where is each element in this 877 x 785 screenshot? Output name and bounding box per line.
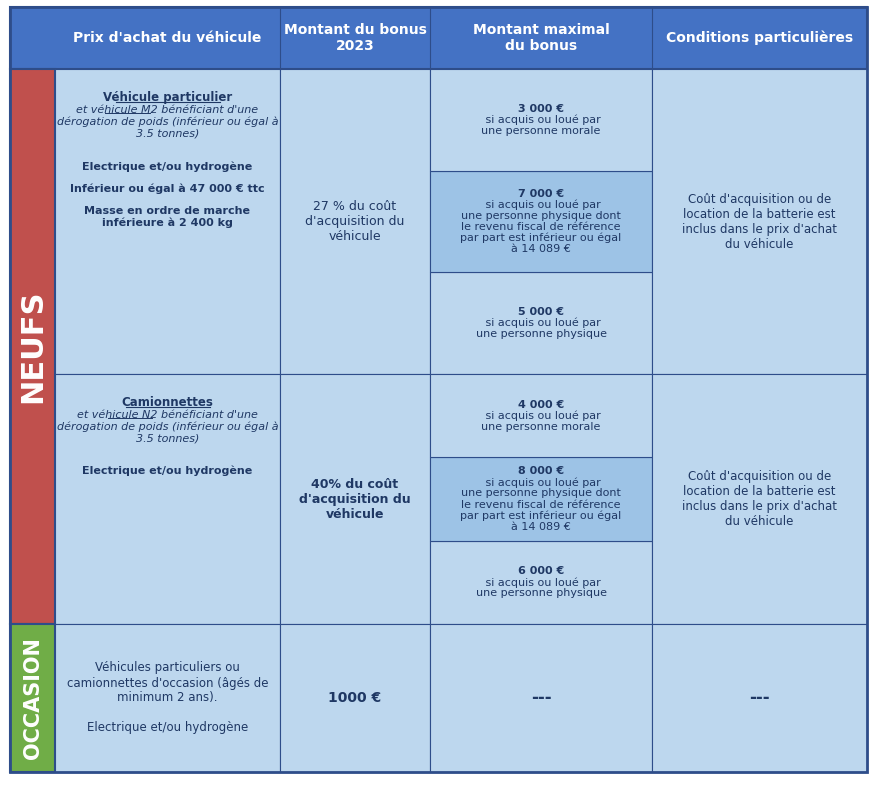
Text: Véhicule particulier: Véhicule particulier [103, 91, 232, 104]
Text: et véhicule M2 bénéficiant d'une
dérogation de poids (inférieur ou égal à
3.5 to: et véhicule M2 bénéficiant d'une dérogat… [57, 105, 278, 139]
Text: OCCASION: OCCASION [23, 637, 42, 759]
Text: 4 000 €: 4 000 € [518, 400, 564, 410]
Text: ---: --- [531, 689, 552, 707]
Text: 8 000 €: 8 000 € [518, 466, 564, 476]
Bar [652, 624, 867, 772]
Bar [652, 69, 867, 374]
Text: 40% du coût
d'acquisition du
véhicule: 40% du coût d'acquisition du véhicule [299, 477, 410, 520]
Text: Electrique et/ou hydrogène: Electrique et/ou hydrogène [82, 466, 253, 476]
Bar [280, 69, 430, 374]
Text: 6 000 €: 6 000 € [518, 566, 564, 576]
Text: Coût d'acquisition ou de
location de la batterie est
inclus dans le prix d'achat: Coût d'acquisition ou de location de la … [682, 470, 837, 528]
Text: ---: --- [749, 689, 770, 707]
Text: Montant maximal
du bonus: Montant maximal du bonus [473, 23, 610, 53]
Bar [430, 374, 652, 458]
Text: à 14 089 €: à 14 089 € [511, 244, 571, 254]
Text: le revenu fiscal de référence: le revenu fiscal de référence [461, 499, 621, 509]
Text: si acquis ou loué par: si acquis ou loué par [481, 477, 601, 487]
Text: Coût d'acquisition ou de
location de la batterie est
inclus dans le prix d'achat: Coût d'acquisition ou de location de la … [682, 192, 837, 250]
Text: Conditions particulières: Conditions particulières [666, 31, 853, 46]
Text: par part est inférieur ou égal: par part est inférieur ou égal [460, 232, 622, 243]
Text: Camionnettes: Camionnettes [122, 396, 213, 409]
Bar [280, 624, 430, 772]
Bar [430, 541, 652, 624]
Text: une personne morale: une personne morale [481, 126, 601, 136]
Text: une personne physique: une personne physique [475, 588, 607, 598]
Text: Inférieur ou égal à 47 000 € ttc: Inférieur ou égal à 47 000 € ttc [70, 184, 265, 195]
Text: par part est inférieur ou égal: par part est inférieur ou égal [460, 510, 622, 520]
Text: une personne physique dont: une personne physique dont [461, 488, 621, 498]
Bar [55, 624, 280, 772]
Text: NEUFS: NEUFS [18, 290, 47, 403]
Text: une personne physique: une personne physique [475, 329, 607, 339]
Bar [10, 7, 867, 69]
Bar [10, 624, 55, 772]
Bar [430, 272, 652, 374]
Text: le revenu fiscal de référence: le revenu fiscal de référence [461, 222, 621, 232]
Text: Véhicules particuliers ou
camionnettes d'occasion (âgés de
minimum 2 ans).

Elec: Véhicules particuliers ou camionnettes d… [67, 662, 268, 735]
Bar [430, 170, 652, 272]
Text: 1000 €: 1000 € [329, 691, 381, 705]
Text: si acquis ou loué par: si acquis ou loué par [481, 411, 601, 421]
Bar [430, 458, 652, 541]
Text: 27 % du coût
d'acquisition du
véhicule: 27 % du coût d'acquisition du véhicule [305, 200, 404, 243]
Text: 7 000 €: 7 000 € [518, 189, 564, 199]
Text: une personne physique dont: une personne physique dont [461, 211, 621, 221]
Bar [652, 374, 867, 624]
Text: Prix d'achat du véhicule: Prix d'achat du véhicule [74, 31, 261, 45]
Text: Montant du bonus
2023: Montant du bonus 2023 [283, 23, 426, 53]
Text: si acquis ou loué par: si acquis ou loué par [481, 577, 601, 588]
Bar [55, 374, 280, 624]
Text: Electrique et/ou hydrogène: Electrique et/ou hydrogène [82, 161, 253, 171]
Text: si acquis ou loué par: si acquis ou loué par [481, 115, 601, 125]
Text: Masse en ordre de marche
inférieure à 2 400 kg: Masse en ordre de marche inférieure à 2 … [84, 206, 251, 228]
Text: à 14 089 €: à 14 089 € [511, 521, 571, 531]
Text: et véhicule N2 bénéficiant d'une
dérogation de poids (inférieur ou égal à
3.5 to: et véhicule N2 bénéficiant d'une dérogat… [57, 410, 278, 444]
Bar [430, 69, 652, 170]
Text: si acquis ou loué par: si acquis ou loué par [481, 199, 601, 210]
Text: une personne morale: une personne morale [481, 422, 601, 432]
Bar [430, 624, 652, 772]
Text: 5 000 €: 5 000 € [518, 307, 564, 317]
Bar [55, 69, 280, 374]
Bar [280, 374, 430, 624]
Bar [10, 69, 55, 624]
Text: 3 000 €: 3 000 € [518, 104, 564, 114]
Text: si acquis ou loué par: si acquis ou loué par [481, 318, 601, 328]
